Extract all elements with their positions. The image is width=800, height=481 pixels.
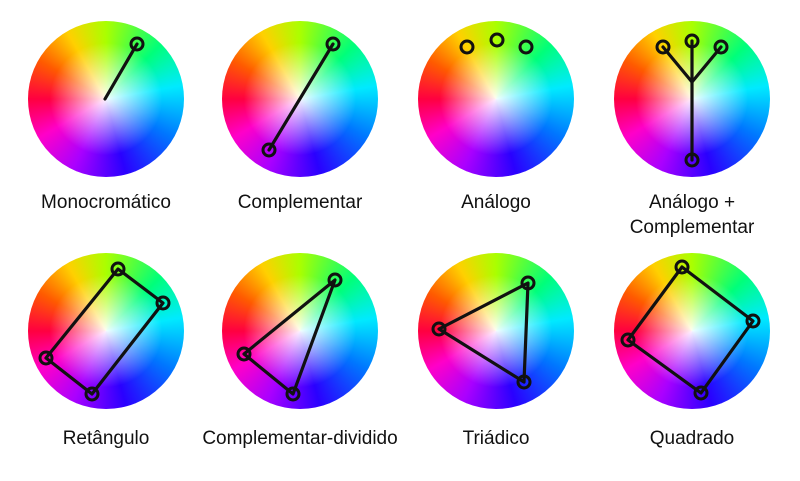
harmony-overlay [431, 275, 536, 390]
harmony-shape [437, 281, 530, 384]
harmony-shape [44, 267, 165, 396]
color-wheel [222, 253, 378, 409]
harmony-label: Análogo + Complementar [592, 190, 792, 240]
harmony-label: Quadrado [649, 428, 735, 449]
harmony-label: Monocromático [41, 192, 171, 213]
harmony-label: Análogo [461, 192, 531, 213]
color-marker [674, 259, 690, 275]
color-marker [620, 332, 636, 348]
color-marker [518, 39, 534, 55]
harmony-line [267, 42, 335, 152]
color-marker [129, 36, 145, 52]
color-marker [459, 39, 475, 55]
color-marker [713, 39, 729, 55]
color-marker [261, 142, 277, 158]
harmony-shape [626, 265, 755, 395]
harmony-label: Retângulo [62, 428, 150, 449]
color-marker [693, 385, 709, 401]
color-marker [516, 374, 532, 390]
harmony-overlay [655, 33, 729, 168]
color-marker [285, 386, 301, 402]
harmony-line [661, 45, 694, 162]
color-marker [684, 33, 700, 49]
harmony-label: Complementar [237, 192, 363, 213]
color-marker [431, 321, 447, 337]
harmony-label: Triádico [462, 428, 530, 449]
harmony-label-line1: Análogo + [648, 192, 736, 213]
harmony-overlay [459, 32, 534, 55]
harmony-overlay [261, 36, 341, 158]
color-marker [325, 36, 341, 52]
color-marker [520, 275, 536, 291]
harmony-shape [242, 278, 337, 396]
color-marker [38, 350, 54, 366]
color-marker [684, 152, 700, 168]
harmony-overlay [38, 261, 171, 402]
harmony-overlay [236, 272, 343, 402]
color-wheel [28, 253, 184, 409]
harmony-line [103, 42, 139, 101]
color-marker [327, 272, 343, 288]
color-marker [155, 295, 171, 311]
color-marker [236, 346, 252, 362]
harmony-label: Complementar-dividido [202, 428, 398, 449]
harmony-overlay [103, 36, 145, 101]
color-marker [745, 313, 761, 329]
harmony-overlay [620, 259, 761, 401]
harmony-label-line2: Complementar [629, 217, 755, 238]
color-marker [110, 261, 126, 277]
color-marker [489, 32, 505, 48]
color-marker [84, 386, 100, 402]
color-marker [655, 39, 671, 55]
harmony-line [690, 45, 723, 84]
